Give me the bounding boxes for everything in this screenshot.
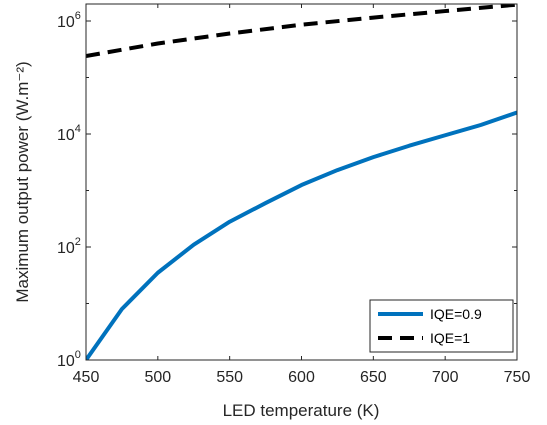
x-tick-label-700: 700	[432, 369, 459, 386]
legend-label-2: IQE=1	[430, 330, 470, 346]
legend-label-1: IQE=0.9	[430, 306, 482, 322]
legend: IQE=0.9 IQE=1	[369, 299, 514, 353]
x-tick-label-750: 750	[504, 369, 531, 386]
legend-box	[369, 299, 514, 353]
x-axis-title: LED temperature (K)	[223, 401, 380, 420]
series-line-1	[86, 110, 517, 360]
y-tick-label-6: 106	[57, 10, 81, 31]
tick-layer: 450 500 550 600 650 700 750 100 102 104 106	[57, 4, 530, 386]
series-layer	[86, 4, 517, 360]
x-tick-label-650: 650	[360, 369, 387, 386]
y-tick-label-0: 100	[57, 349, 81, 370]
y-axis-title: Maximum output power (W.m⁻²)	[13, 61, 32, 302]
x-tick-label-450: 450	[73, 369, 100, 386]
series-line-2	[86, 4, 517, 59]
x-tick-label-500: 500	[144, 369, 171, 386]
x-tick-label-550: 550	[216, 369, 243, 386]
y-tick-label-4: 104	[57, 123, 81, 144]
x-tick-label-600: 600	[288, 369, 315, 386]
y-tick-label-2: 102	[57, 236, 81, 257]
